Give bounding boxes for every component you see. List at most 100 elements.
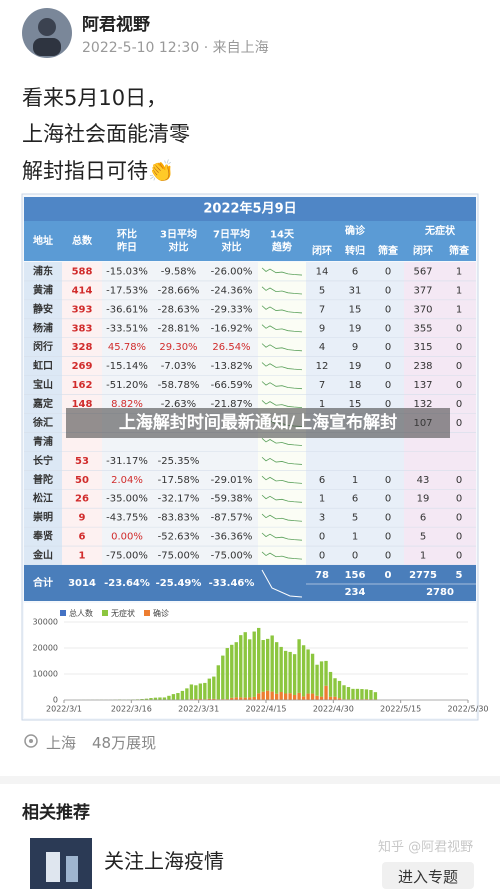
- cell: 0: [456, 513, 462, 524]
- total-bg: [24, 565, 476, 601]
- cell: 26: [75, 494, 89, 505]
- bar: [266, 690, 270, 700]
- topic-button[interactable]: 进入专题: [398, 868, 459, 886]
- cell: -33.51%: [106, 323, 148, 334]
- bar: [225, 648, 229, 700]
- post-line: 看来5月10日，: [22, 86, 168, 110]
- bar: [135, 699, 140, 700]
- cell: 1: [456, 304, 462, 315]
- sparkline: [261, 456, 303, 465]
- thumb-figure: [66, 856, 78, 882]
- avatar-body: [33, 38, 61, 56]
- sub-header: 筛查: [449, 244, 470, 257]
- bar: [364, 689, 369, 700]
- bar: [266, 638, 270, 691]
- cell: -17.58%: [158, 475, 200, 486]
- district: 黄浦: [33, 283, 53, 296]
- bar: [288, 693, 292, 700]
- bar: [288, 651, 292, 694]
- cell: 269: [72, 361, 93, 372]
- cell: 6: [352, 494, 358, 505]
- bar: [216, 665, 220, 700]
- related-title[interactable]: 关注上海疫情: [104, 849, 224, 873]
- district: 静安: [33, 302, 53, 315]
- x-tick-label: 2022/3/31: [178, 705, 219, 714]
- bar: [252, 631, 256, 697]
- cell: 0: [456, 323, 462, 334]
- y-tick-label: 0: [53, 696, 58, 705]
- cell: 0.00%: [111, 532, 143, 543]
- cell: -28.66%: [158, 285, 200, 296]
- cell: 162: [72, 380, 93, 391]
- bar: [301, 696, 306, 700]
- district: 长宁: [33, 454, 53, 467]
- bar: [346, 687, 351, 700]
- cell: 370: [413, 304, 432, 315]
- cell: -75.00%: [158, 551, 200, 562]
- bar: [315, 664, 319, 696]
- sparkline: [261, 381, 303, 390]
- bar: [319, 661, 324, 697]
- cell: 29.30%: [159, 342, 197, 353]
- cell: 5: [420, 532, 426, 543]
- location-icon-dot: [29, 739, 33, 743]
- bar: [243, 632, 247, 698]
- legend-swatch: [144, 610, 150, 616]
- post-line: 解封指日可待👏: [22, 159, 175, 183]
- x-tick-label: 2022/4/30: [313, 705, 354, 714]
- group-header: 无症状: [424, 224, 456, 237]
- bar: [315, 695, 319, 700]
- bar: [257, 693, 261, 700]
- related-heading: 相关推荐: [22, 803, 90, 823]
- column-header: 14天: [270, 229, 295, 241]
- cell: 0: [385, 266, 391, 277]
- cell: 1: [456, 285, 462, 296]
- cell: 12: [316, 361, 329, 372]
- location[interactable]: 上海: [46, 734, 77, 752]
- cell: 1: [352, 532, 358, 543]
- bar: [283, 650, 288, 694]
- cell: 315: [413, 342, 432, 353]
- cell: 14: [316, 266, 329, 277]
- y-tick-label: 10000: [33, 670, 58, 679]
- cell: 0: [385, 494, 391, 505]
- total-cell: 78: [315, 570, 329, 581]
- cell: 414: [72, 285, 93, 296]
- district: 嘉定: [32, 397, 53, 410]
- cell: -2.63%: [161, 399, 196, 410]
- sparkline: [261, 551, 303, 560]
- author[interactable]: 阿君视野: [82, 15, 150, 35]
- bar: [292, 694, 297, 700]
- cell: 0: [456, 475, 462, 486]
- overlay-title[interactable]: 上海解封时间最新通知/上海宣布解封: [66, 408, 450, 438]
- x-tick-label: 2022/5/15: [380, 705, 421, 714]
- district: 松江: [33, 492, 53, 505]
- cell: -43.75%: [106, 513, 148, 524]
- cell: 588: [72, 266, 93, 277]
- column-header: 3日平均: [160, 228, 197, 241]
- cell: 377: [413, 285, 432, 296]
- topic-button-bg[interactable]: [382, 862, 474, 889]
- cell: 9: [352, 342, 358, 353]
- bar: [333, 678, 337, 697]
- district: 奉贤: [32, 530, 54, 543]
- bar: [310, 653, 315, 694]
- bar: [225, 699, 229, 700]
- location-icon: [24, 734, 38, 748]
- bar: [144, 698, 149, 700]
- bar: [234, 642, 238, 698]
- cell: 1: [79, 551, 86, 562]
- views: 48万展现: [92, 734, 157, 752]
- district: 杨浦: [33, 321, 53, 334]
- related-thumb[interactable]: [30, 838, 92, 889]
- cell: 5: [352, 513, 358, 524]
- bar: [337, 680, 342, 699]
- cell: -87.57%: [211, 513, 253, 524]
- cell: -83.83%: [158, 513, 200, 524]
- cell: 0: [385, 380, 391, 391]
- sparkline: [261, 494, 303, 503]
- cell: -28.81%: [158, 323, 200, 334]
- cell: -24.36%: [211, 285, 253, 296]
- x-tick-label: 2022/3/1: [46, 705, 82, 714]
